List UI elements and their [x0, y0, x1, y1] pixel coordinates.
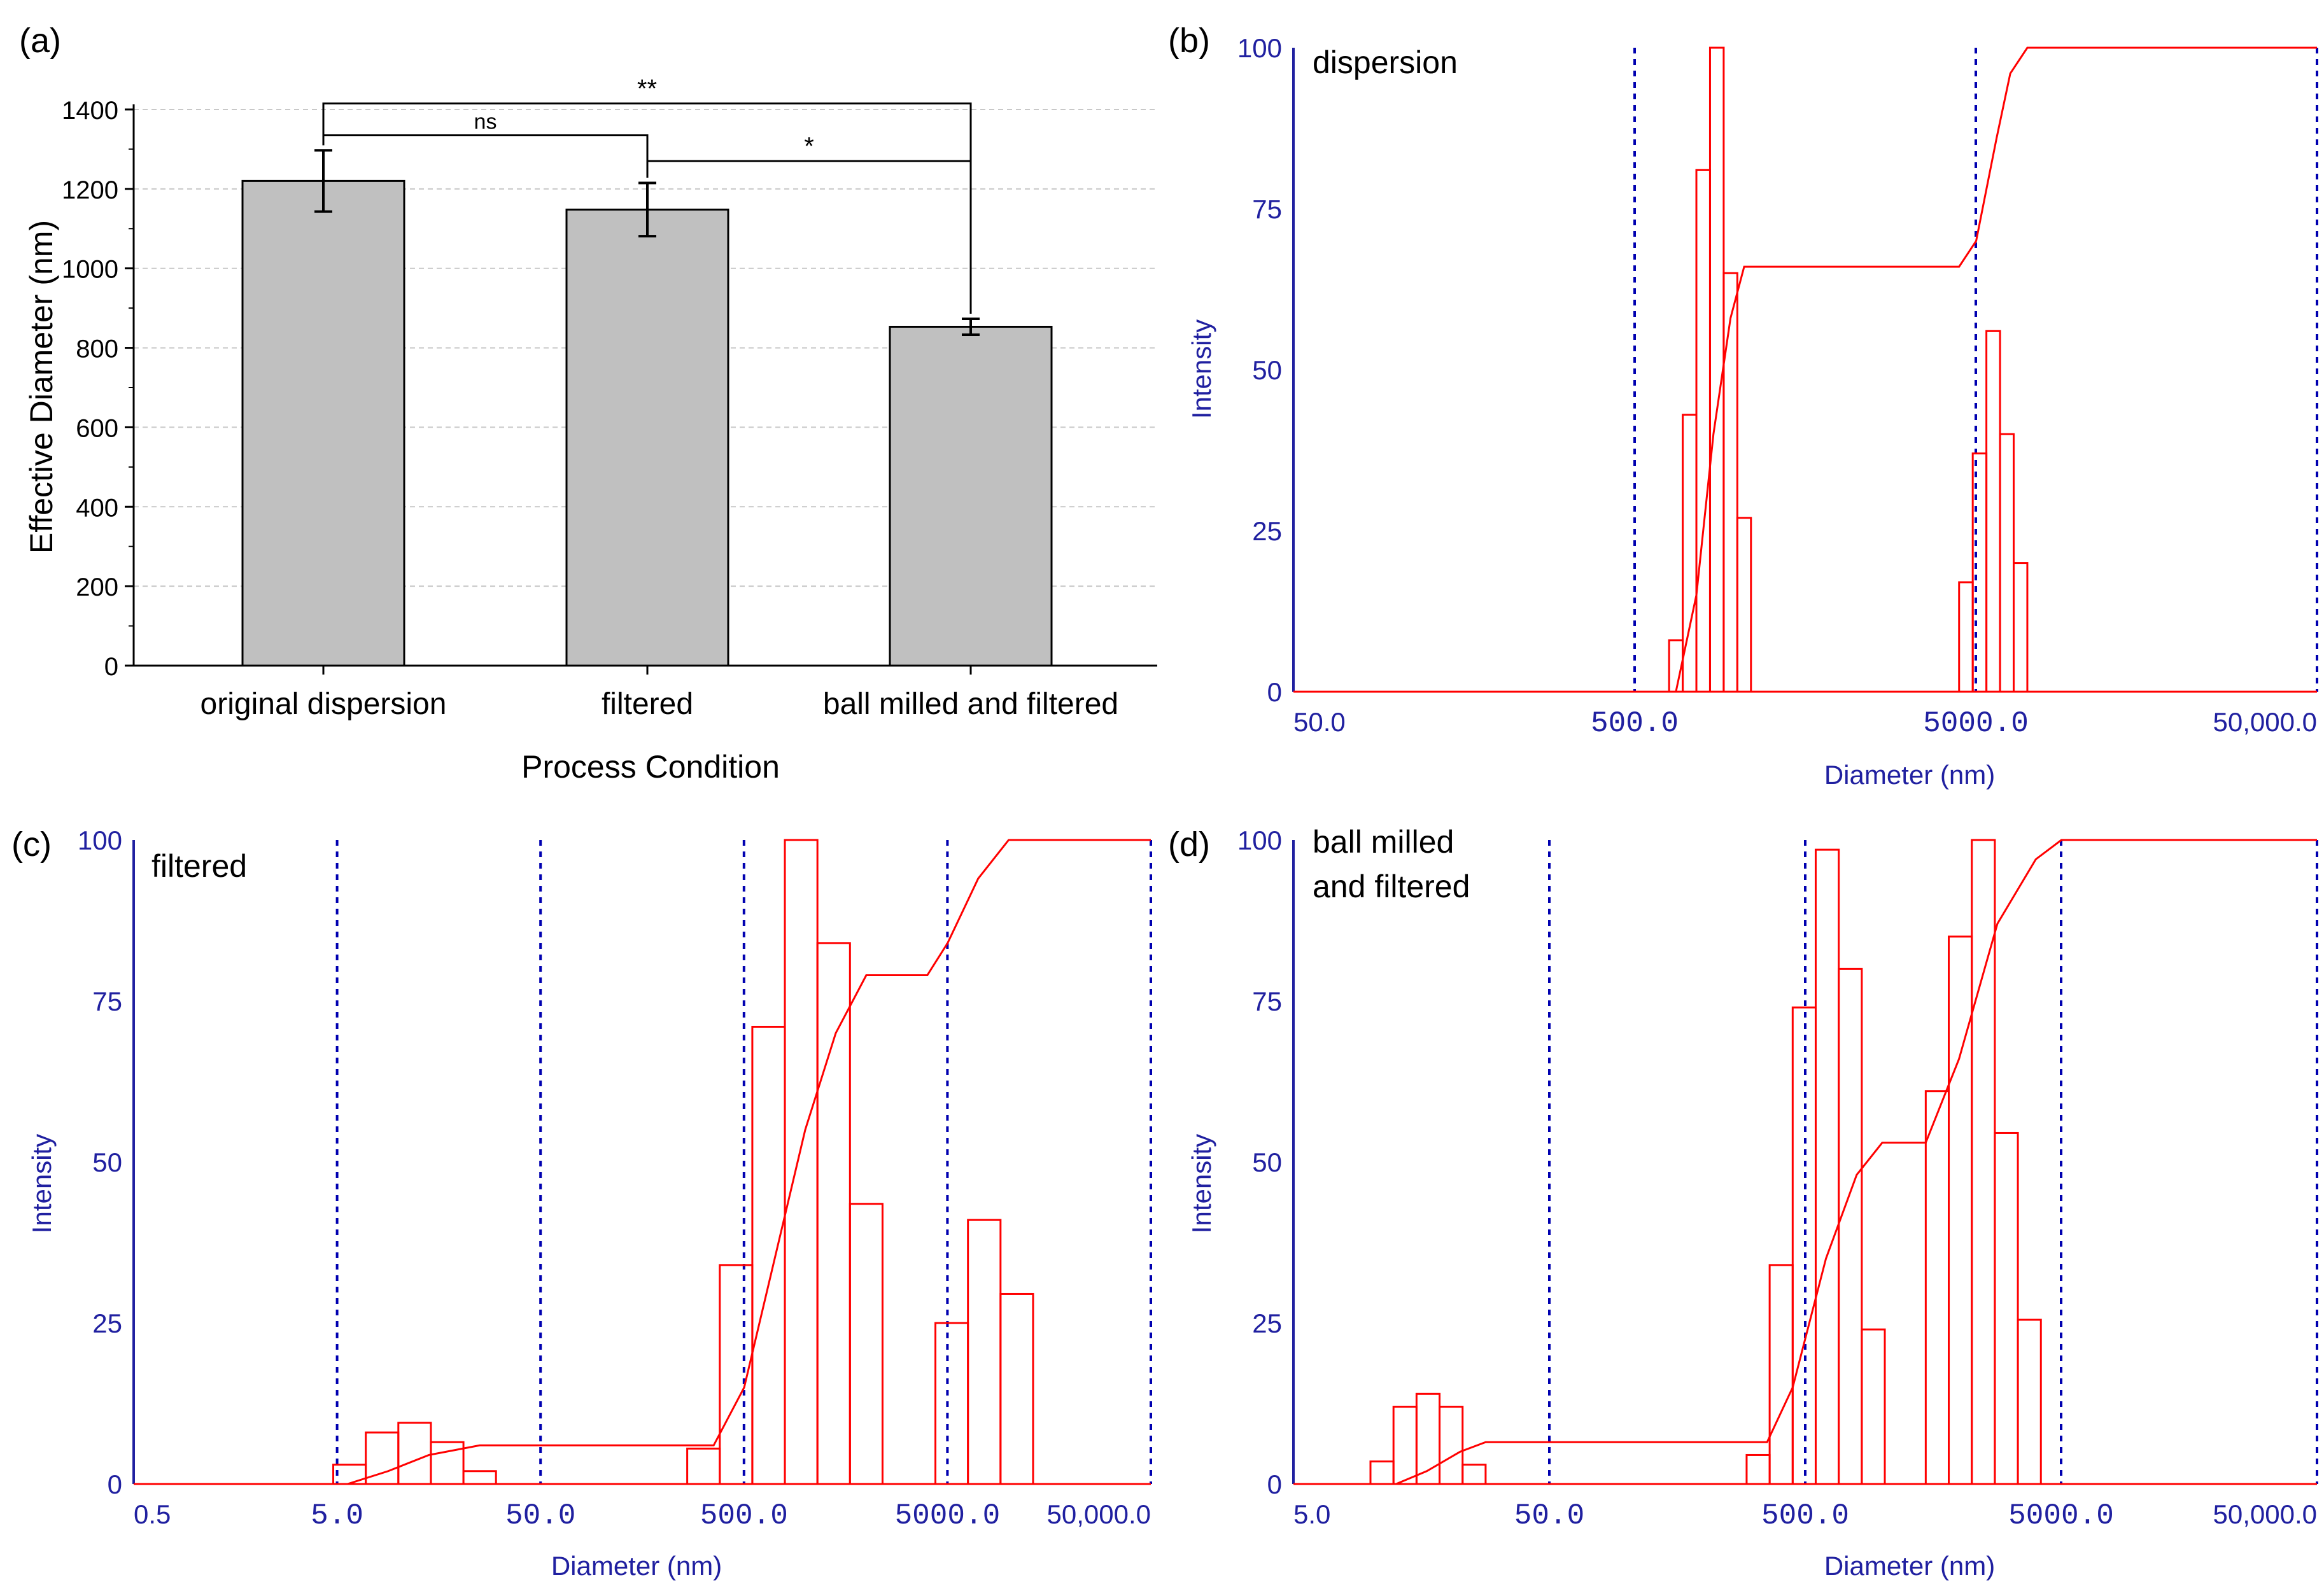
- panel-b-title: dispersion: [1313, 45, 1458, 80]
- panel-d-label: (d): [1168, 825, 1210, 864]
- d-y-tick-label: 100: [1237, 825, 1282, 855]
- a-x-axis-title: Process Condition: [521, 749, 780, 785]
- a-axes: [132, 104, 1157, 675]
- a-significance-label: ns: [474, 110, 497, 134]
- a-significance-brackets: ns***: [322, 75, 972, 314]
- panel-d-title-line-1: ball milled: [1313, 824, 1454, 860]
- c-y-tick-label: 50: [92, 1147, 122, 1177]
- c-x-tick-label: 5000.0: [895, 1499, 1001, 1532]
- panel-b-label: (b): [1168, 22, 1210, 60]
- b-y-tick-label: 25: [1252, 516, 1282, 546]
- a-x-tick-label: ball milled and filtered: [823, 687, 1118, 721]
- c-x-tick-label: 5.0: [311, 1499, 363, 1532]
- b-y-tick-label: 50: [1252, 355, 1282, 385]
- a-y-tick-label: 1200: [62, 176, 118, 204]
- d-cumulative-curve: [1293, 839, 2317, 1485]
- panel-c-label: (c): [11, 825, 52, 864]
- a-bars: [241, 179, 1053, 667]
- c-y-tick-label: 75: [92, 986, 122, 1016]
- a-y-tick-label: 1400: [62, 97, 118, 125]
- d-y-tick-label: 25: [1252, 1308, 1282, 1338]
- a-x-tick-label: filtered: [602, 687, 693, 721]
- d-y-tick-label: 50: [1252, 1147, 1282, 1177]
- panel-c-distribution: (c) filtered Diameter (nm) Intensity 0 25…: [11, 825, 1152, 1581]
- d-x-tick-label: 50,000.0: [2213, 1499, 2318, 1529]
- a-x-tick-label: original dispersion: [201, 687, 447, 721]
- a-y-tick-label: 400: [76, 494, 118, 522]
- b-x-tick-label: 50.0: [1293, 707, 1346, 737]
- d-x-tick-label: 500.0: [1761, 1499, 1849, 1532]
- a-significance-bracket: [646, 160, 972, 314]
- panel-a-bar-chart: 0 200 400 600 800 1000 1200 1400 original dispe…: [19, 22, 1157, 785]
- d-x-tick-label: 5000.0: [2008, 1499, 2114, 1532]
- a-y-tick-label: 800: [76, 335, 118, 363]
- c-y-tick-label: 100: [78, 825, 122, 855]
- panel-d-distribution: (d) ball milled and filtered Diameter (n…: [1168, 824, 2318, 1581]
- c-x-axis-title: Diameter (nm): [551, 1551, 722, 1581]
- a-significance-label: **: [637, 75, 657, 103]
- d-y-tick-label: 75: [1252, 986, 1282, 1016]
- panel-c-title: filtered: [151, 848, 247, 884]
- d-x-tick-label: 50.0: [1514, 1499, 1584, 1532]
- panel-d-title-line-2: and filtered: [1313, 869, 1470, 904]
- b-y-tick-label: 75: [1252, 194, 1282, 224]
- b-x-tick-label: 5000.0: [1923, 707, 2029, 740]
- a-y-tick-label: 600: [76, 414, 118, 442]
- a-y-ticks: 0 200 400 600 800 1000 1200 1400: [62, 97, 134, 681]
- b-x-axis-title: Diameter (nm): [1824, 760, 1995, 790]
- panel-a-label: (a): [19, 22, 61, 60]
- b-cumulative-curve: [1293, 46, 2317, 693]
- d-x-axis-title: Diameter (nm): [1824, 1551, 1995, 1581]
- b-y-tick-label: 100: [1237, 33, 1282, 63]
- c-x-tick-label: 50,000.0: [1047, 1499, 1151, 1529]
- c-cumulative-curve: [134, 839, 1151, 1485]
- d-y-axis-title: Intensity: [1187, 1134, 1216, 1233]
- d-y-tick-label: 0: [1267, 1469, 1282, 1499]
- c-x-tick-label: 0.5: [134, 1499, 171, 1529]
- b-x-tick-label: 50,000.0: [2213, 707, 2318, 737]
- b-y-axis-title: Intensity: [1187, 319, 1216, 419]
- a-y-tick-label: 1000: [62, 256, 118, 284]
- a-error-bars: [314, 149, 980, 336]
- d-x-tick-label: 5.0: [1293, 1499, 1330, 1529]
- a-bar-3: [889, 325, 1053, 667]
- a-y-tick-label: 200: [76, 573, 118, 601]
- c-x-tick-label: 500.0: [700, 1499, 788, 1532]
- c-x-tick-label: 50.0: [505, 1499, 575, 1532]
- c-y-axis-title: Intensity: [27, 1134, 57, 1233]
- b-x-tick-label: 500.0: [1591, 707, 1679, 740]
- a-y-tick-label: 0: [104, 653, 118, 681]
- a-x-tick-labels: original dispersion filtered ball milled a…: [201, 687, 1119, 721]
- b-y-tick-label: 0: [1267, 677, 1282, 707]
- a-bar-1: [241, 179, 405, 667]
- a-significance-label: *: [804, 132, 814, 160]
- a-bar-2: [565, 208, 729, 667]
- c-y-tick-label: 0: [108, 1469, 122, 1499]
- a-y-axis-title: Effective Diameter (nm): [24, 220, 59, 554]
- panel-b-distribution: (b) dispersion Diameter (nm) Intensity 0…: [1168, 22, 2318, 790]
- c-y-tick-label: 25: [92, 1308, 122, 1338]
